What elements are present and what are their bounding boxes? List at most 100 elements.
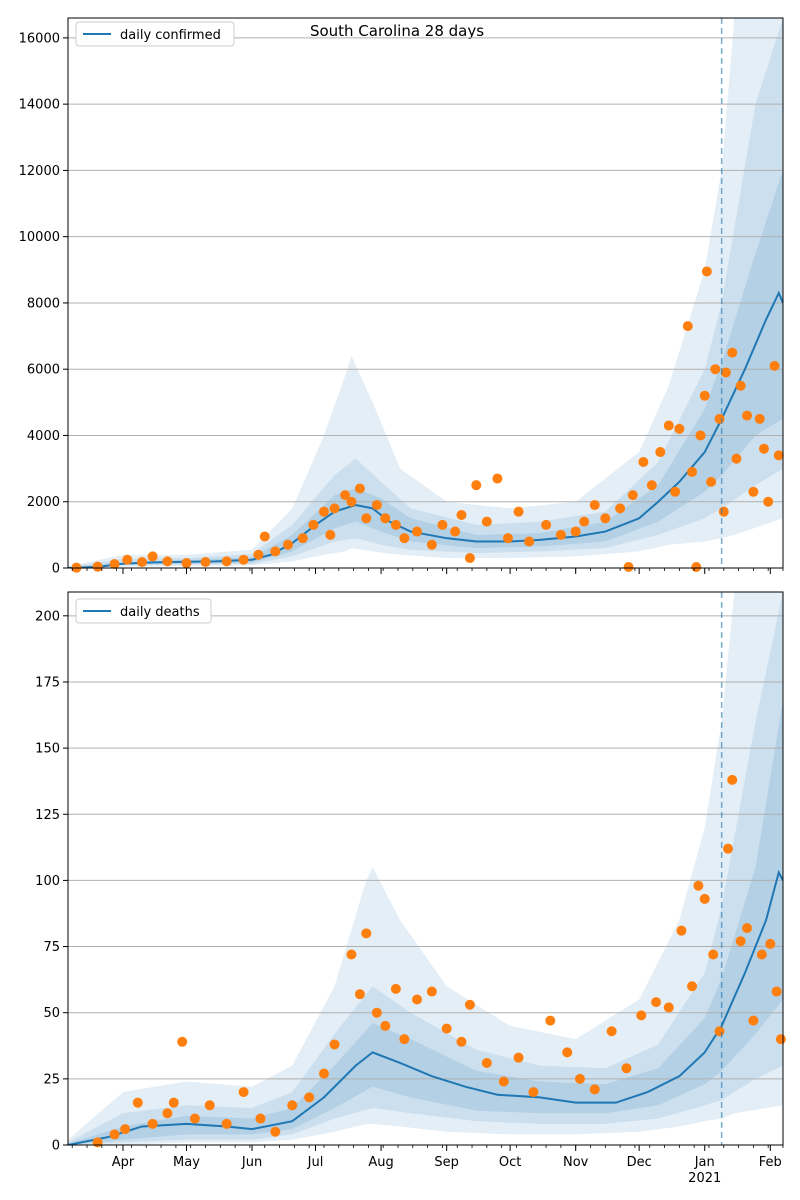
observed-point (756, 949, 767, 960)
observed-point (456, 509, 467, 520)
band-outer (68, 592, 783, 1145)
x-tick-label: Jun (241, 1155, 262, 1170)
y-tick-label: 2000 (27, 495, 60, 510)
legend-label-confirmed: daily confirmed (120, 28, 221, 43)
observed-point (615, 503, 626, 514)
observed-point (701, 266, 712, 277)
observed-point (325, 529, 336, 540)
observed-point (735, 380, 746, 391)
observed-point (727, 774, 738, 785)
observed-point (253, 549, 264, 560)
observed-point (600, 513, 611, 524)
observed-point (318, 506, 329, 517)
observed-point (714, 1026, 725, 1037)
observed-point (589, 500, 600, 511)
band-outer (68, 18, 783, 568)
observed-point (731, 453, 742, 464)
observed-point (718, 506, 729, 517)
observed-point (714, 413, 725, 424)
x-tick-label: 2021 (688, 1171, 721, 1186)
deaths-panel: 0 25 50 75 100 125 150 175 200 Apr May Jun Jul Aug Sep… (35, 591, 786, 1186)
y-tick-label: 100 (35, 874, 60, 889)
observed-point (765, 938, 776, 949)
observed-point (627, 490, 638, 501)
observed-point (464, 553, 475, 564)
observed-point (259, 531, 270, 542)
observed-point (354, 483, 365, 494)
observed-point (255, 1113, 266, 1124)
observed-point (437, 519, 448, 530)
observed-point (471, 480, 482, 491)
observed-point (346, 496, 357, 507)
observed-point (758, 443, 769, 454)
observed-point (297, 533, 308, 544)
observed-point (120, 1124, 131, 1135)
observed-point (270, 546, 281, 557)
observed-point (636, 1010, 647, 1021)
observed-point (687, 466, 698, 477)
y-tick-label: 12000 (19, 164, 60, 179)
y-tick-label: 14000 (19, 98, 60, 113)
observed-point (426, 986, 437, 997)
observed-point (189, 1113, 200, 1124)
observed-point (541, 519, 552, 530)
observed-point (181, 558, 192, 569)
x-tick-label: Nov (563, 1155, 589, 1170)
observed-point (238, 554, 249, 565)
legend-box (75, 21, 235, 47)
observed-point (287, 1100, 298, 1111)
observed-point (346, 949, 357, 960)
observed-point (589, 1084, 600, 1095)
observed-point (763, 496, 774, 507)
observed-point (674, 423, 685, 434)
y-tick-label: 10000 (19, 230, 60, 245)
axes-frame (67, 591, 784, 1146)
observed-point (329, 503, 340, 514)
observed-point (361, 928, 372, 939)
y-tick-label: 0 (52, 562, 60, 577)
observed-point (399, 1034, 410, 1045)
observed-point (450, 526, 461, 537)
observed-point (329, 1039, 340, 1050)
y-tick-label: 8000 (27, 296, 60, 311)
observed-point (238, 1087, 249, 1098)
observed-point (137, 557, 148, 568)
legend-label-deaths: daily deaths (120, 605, 200, 620)
y-tick-label: 75 (43, 940, 60, 955)
observed-point (771, 986, 782, 997)
observed-point (699, 893, 710, 904)
observed-point (775, 1034, 786, 1045)
observed-point (528, 1087, 539, 1098)
observed-point (380, 513, 391, 524)
observed-point (735, 936, 746, 947)
observed-point (742, 410, 753, 421)
observed-point (545, 1015, 556, 1026)
observed-point (412, 994, 423, 1005)
observed-point (390, 983, 401, 994)
y-tick-label: 125 (35, 808, 60, 823)
observed-point (574, 1073, 585, 1084)
observed-point (456, 1036, 467, 1047)
confidence-bands (68, 592, 783, 1145)
observed-point (570, 526, 581, 537)
band-inner (68, 700, 783, 1145)
x-tick-label: Feb (759, 1155, 782, 1170)
x-tick-label: Aug (368, 1155, 393, 1170)
chart-title: South Carolina 28 days (310, 22, 484, 40)
x-tick-label: Sep (434, 1155, 459, 1170)
y-tick-label: 0 (52, 1139, 60, 1154)
y-tick-label: 50 (43, 1006, 60, 1021)
x-tick-label: May (173, 1155, 200, 1170)
observed-point (754, 413, 765, 424)
observed-point (371, 1007, 382, 1018)
observed-point (742, 923, 753, 934)
observed-point (513, 1052, 524, 1063)
observed-point (670, 486, 681, 497)
x-tick-label: Oct (499, 1155, 521, 1170)
observed-point (638, 456, 649, 467)
observed-point (168, 1097, 179, 1108)
observed-point (773, 450, 784, 461)
observed-point (562, 1047, 573, 1058)
band-middle (68, 18, 783, 568)
